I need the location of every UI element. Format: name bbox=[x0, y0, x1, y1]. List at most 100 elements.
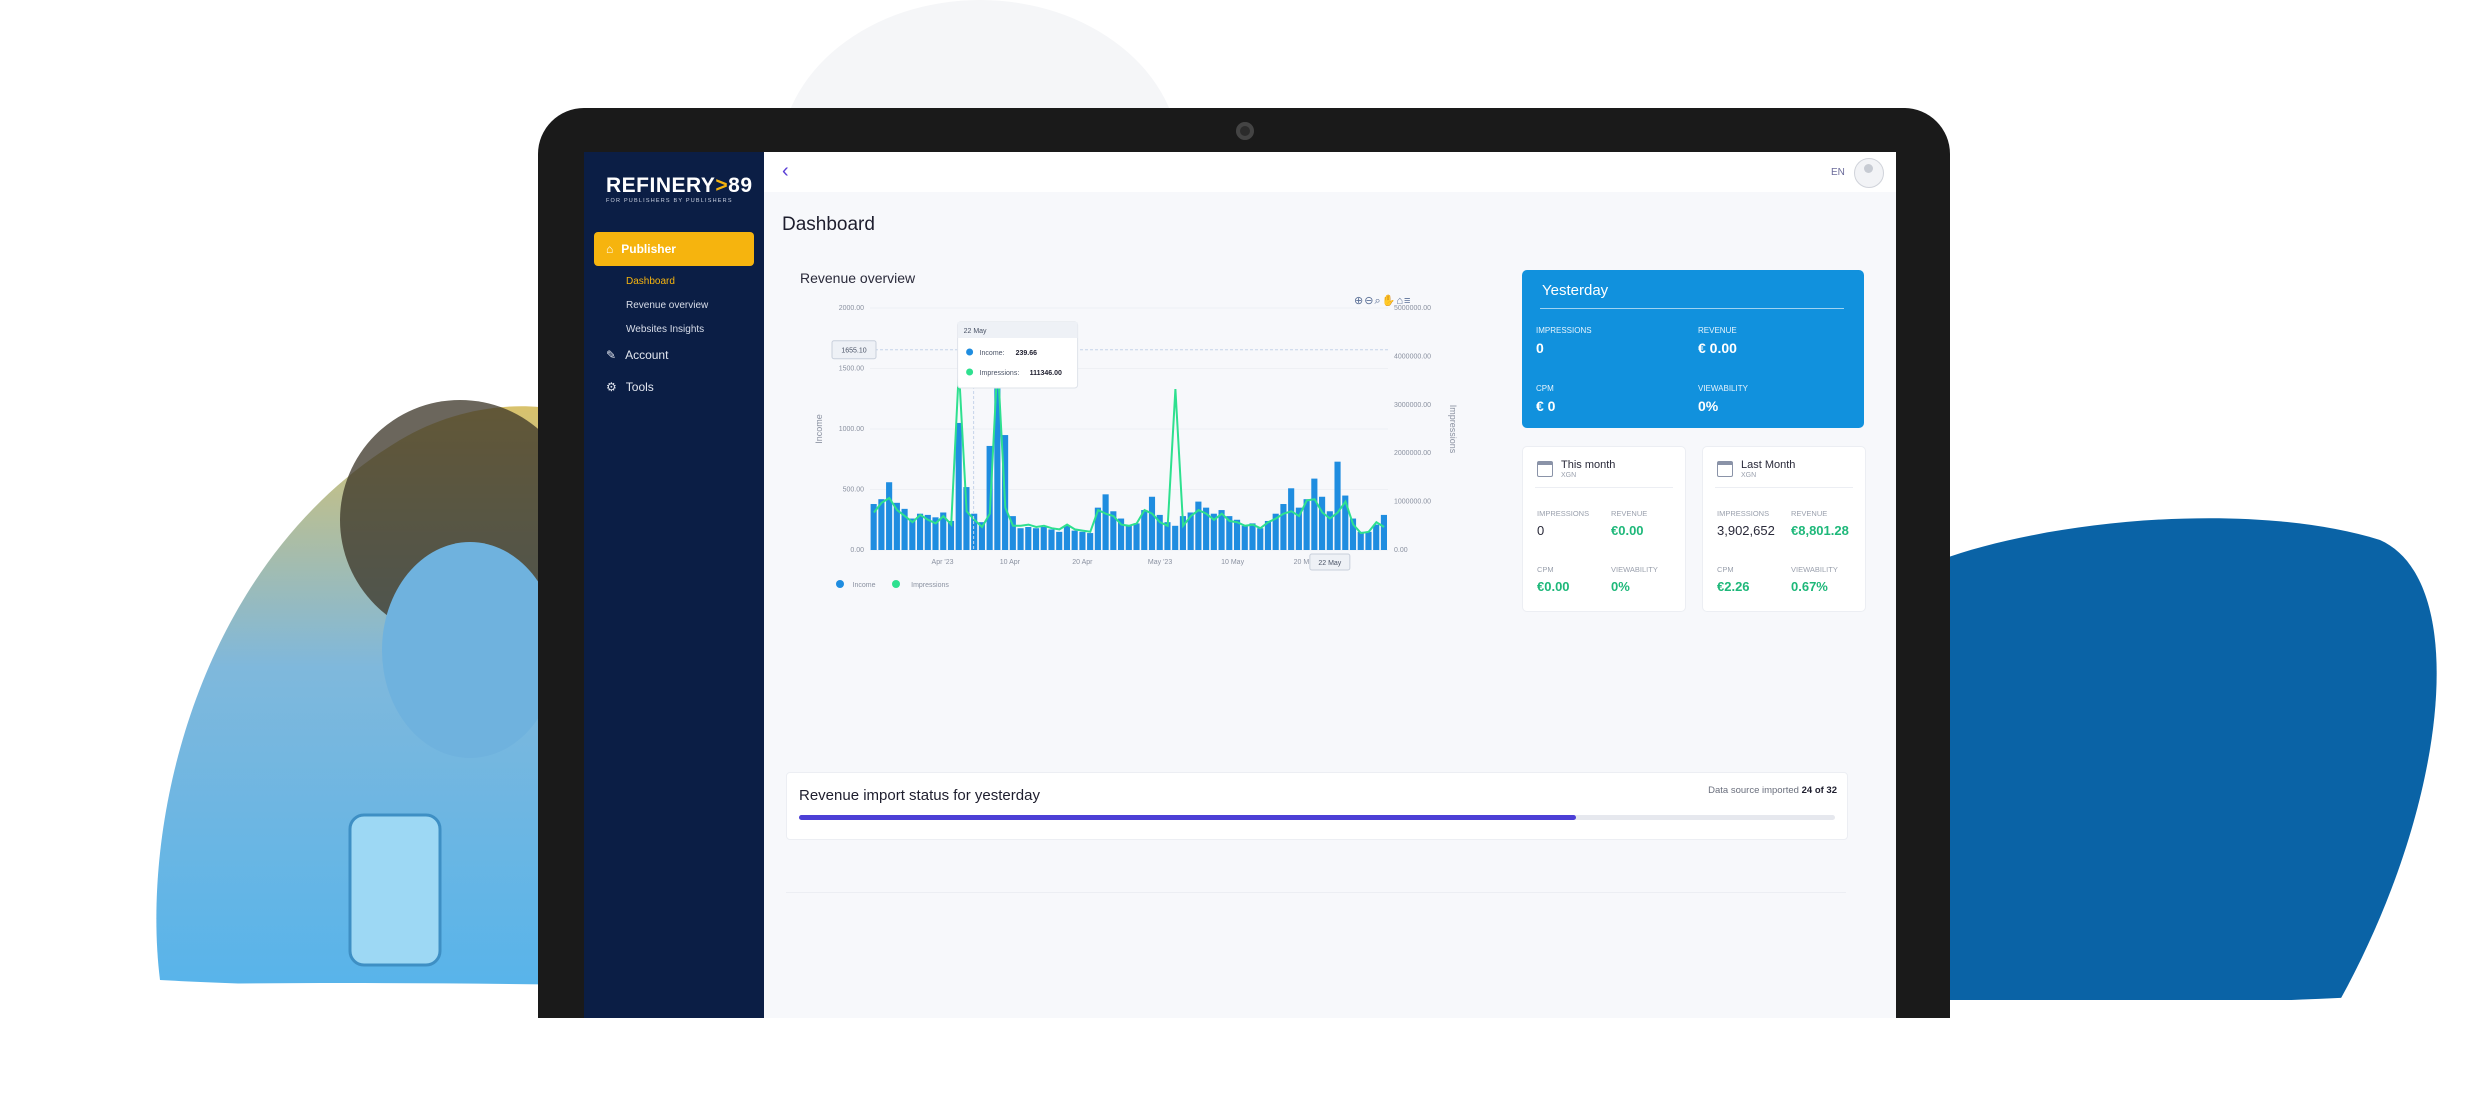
last-month-revenue-label: REVENUE bbox=[1791, 509, 1828, 518]
this-month-revenue-label: REVENUE bbox=[1611, 509, 1648, 518]
sidebar-subitem-dashboard[interactable]: Dashboard bbox=[626, 276, 675, 287]
income-bar[interactable] bbox=[1241, 525, 1248, 550]
magnify-icon[interactable]: ⌕ bbox=[1374, 295, 1382, 307]
income-bar[interactable] bbox=[901, 508, 908, 550]
income-bar[interactable] bbox=[1009, 516, 1016, 550]
revenue-chart[interactable]: 0.00 500.00 1000.00 1500.00 2000.00 0.00 10000… bbox=[800, 300, 1500, 590]
income-bar[interactable] bbox=[1264, 520, 1272, 550]
income-bar[interactable] bbox=[893, 502, 900, 550]
sidebar-item-account[interactable]: ✎ Account bbox=[606, 348, 668, 362]
income-bar[interactable] bbox=[1071, 530, 1078, 550]
income-bar[interactable] bbox=[1025, 527, 1032, 550]
menu-icon[interactable]: ≡ bbox=[1403, 295, 1412, 307]
income-bar[interactable] bbox=[878, 499, 885, 550]
edit-icon: ✎ bbox=[606, 348, 617, 362]
income-bar[interactable] bbox=[1373, 524, 1380, 550]
import-count: 24 of 32 bbox=[1801, 785, 1837, 796]
avatar[interactable] bbox=[1854, 158, 1884, 188]
income-bar[interactable] bbox=[1380, 514, 1387, 550]
income-bar[interactable] bbox=[1257, 528, 1264, 550]
income-bar[interactable] bbox=[1032, 528, 1040, 550]
income-bar[interactable] bbox=[1087, 533, 1094, 550]
income-bar[interactable] bbox=[1203, 507, 1210, 550]
home-icon: ⌂ bbox=[606, 242, 614, 256]
income-bar[interactable] bbox=[1210, 513, 1217, 550]
legend-impressions-marker[interactable] bbox=[892, 580, 900, 588]
income-bar[interactable] bbox=[940, 512, 947, 550]
income-bar[interactable] bbox=[1156, 514, 1163, 550]
y2-tick-label: 3000000.00 bbox=[1394, 402, 1431, 409]
income-bar[interactable] bbox=[1295, 507, 1302, 550]
brand-logo[interactable]: REFINERY>89 bbox=[606, 174, 753, 197]
zoom-in-icon[interactable]: ⊕ bbox=[1354, 295, 1365, 307]
last-month-impressions-value: 3,902,652 bbox=[1717, 523, 1775, 538]
income-bar[interactable] bbox=[916, 513, 924, 550]
income-bar[interactable] bbox=[1326, 511, 1333, 550]
sidebar-item-tools[interactable]: ⚙ Tools bbox=[606, 380, 654, 394]
language-selector[interactable]: EN bbox=[1831, 167, 1845, 178]
income-bar[interactable] bbox=[1125, 525, 1132, 550]
income-bar[interactable] bbox=[994, 374, 1001, 550]
sidebar-item-publisher[interactable]: ⌂ Publisher bbox=[594, 232, 754, 266]
income-bar[interactable] bbox=[1187, 512, 1194, 550]
legend-income-marker[interactable] bbox=[836, 580, 844, 588]
last-month-viewability-label: VIEWABILITY bbox=[1791, 565, 1838, 574]
income-bar[interactable] bbox=[1110, 511, 1117, 550]
income-bar[interactable] bbox=[1195, 501, 1202, 550]
income-bar[interactable] bbox=[1357, 531, 1364, 550]
income-bar[interactable] bbox=[1249, 523, 1256, 550]
income-bar[interactable] bbox=[870, 504, 877, 550]
income-bar[interactable] bbox=[1040, 527, 1047, 550]
income-bar[interactable] bbox=[1288, 488, 1295, 550]
income-bar[interactable] bbox=[909, 518, 916, 550]
income-bar[interactable] bbox=[932, 517, 939, 550]
income-bar[interactable] bbox=[1311, 478, 1318, 550]
income-bar[interactable] bbox=[955, 422, 962, 550]
income-bar[interactable] bbox=[1226, 516, 1233, 550]
income-bar[interactable] bbox=[971, 513, 978, 550]
income-bar[interactable] bbox=[1272, 513, 1279, 550]
x-tick-label: May '23 bbox=[1148, 559, 1172, 566]
pan-icon[interactable]: ✋ bbox=[1381, 295, 1397, 307]
income-bar[interactable] bbox=[1280, 504, 1287, 550]
income-bar[interactable] bbox=[1148, 496, 1156, 550]
income-bar[interactable] bbox=[1017, 528, 1024, 550]
income-bar[interactable] bbox=[1342, 495, 1349, 550]
import-status-title: Revenue import status for yesterday bbox=[799, 787, 1040, 804]
income-bar[interactable] bbox=[1118, 518, 1125, 550]
y2-tick-label: 1000000.00 bbox=[1394, 499, 1431, 506]
sidebar-subitem-websites-insights[interactable]: Websites Insights bbox=[626, 324, 705, 335]
income-bar[interactable] bbox=[947, 520, 955, 550]
income-bar[interactable] bbox=[1133, 523, 1140, 550]
income-bar[interactable] bbox=[963, 487, 970, 550]
yesterday-revenue-value: € 0.00 bbox=[1698, 340, 1737, 356]
income-bar[interactable] bbox=[1179, 516, 1186, 550]
income-bar[interactable] bbox=[1102, 494, 1109, 550]
income-bar[interactable] bbox=[978, 522, 985, 550]
income-bar[interactable] bbox=[886, 482, 893, 550]
gear-icon: ⚙ bbox=[606, 380, 617, 394]
income-bar[interactable] bbox=[1303, 499, 1310, 550]
sidebar-subitem-revenue-overview[interactable]: Revenue overview bbox=[626, 300, 709, 311]
income-bar[interactable] bbox=[1233, 519, 1241, 550]
income-bar[interactable] bbox=[1365, 531, 1372, 550]
income-bar[interactable] bbox=[1218, 510, 1225, 550]
zoom-out-icon[interactable]: ⊖ bbox=[1364, 295, 1375, 307]
income-bar[interactable] bbox=[1094, 507, 1101, 550]
income-bar[interactable] bbox=[1319, 496, 1326, 550]
income-bar[interactable] bbox=[1079, 531, 1086, 550]
income-bar[interactable] bbox=[1349, 518, 1357, 550]
income-bar[interactable] bbox=[1334, 461, 1341, 550]
back-chevron-icon[interactable]: ‹ bbox=[782, 160, 789, 182]
reset-home-icon[interactable]: ⌂ bbox=[1396, 295, 1404, 307]
income-bar[interactable] bbox=[924, 514, 931, 550]
import-progress-bar bbox=[799, 815, 1835, 820]
income-bar[interactable] bbox=[1056, 531, 1063, 550]
income-bar[interactable] bbox=[1172, 525, 1179, 550]
import-status-card: Revenue import status for yesterday Data… bbox=[786, 772, 1848, 840]
income-bar[interactable] bbox=[1164, 522, 1171, 550]
income-bar[interactable] bbox=[1141, 510, 1148, 550]
page-title: Dashboard bbox=[782, 214, 875, 235]
income-bar[interactable] bbox=[1063, 525, 1071, 550]
income-bar[interactable] bbox=[1048, 529, 1055, 550]
